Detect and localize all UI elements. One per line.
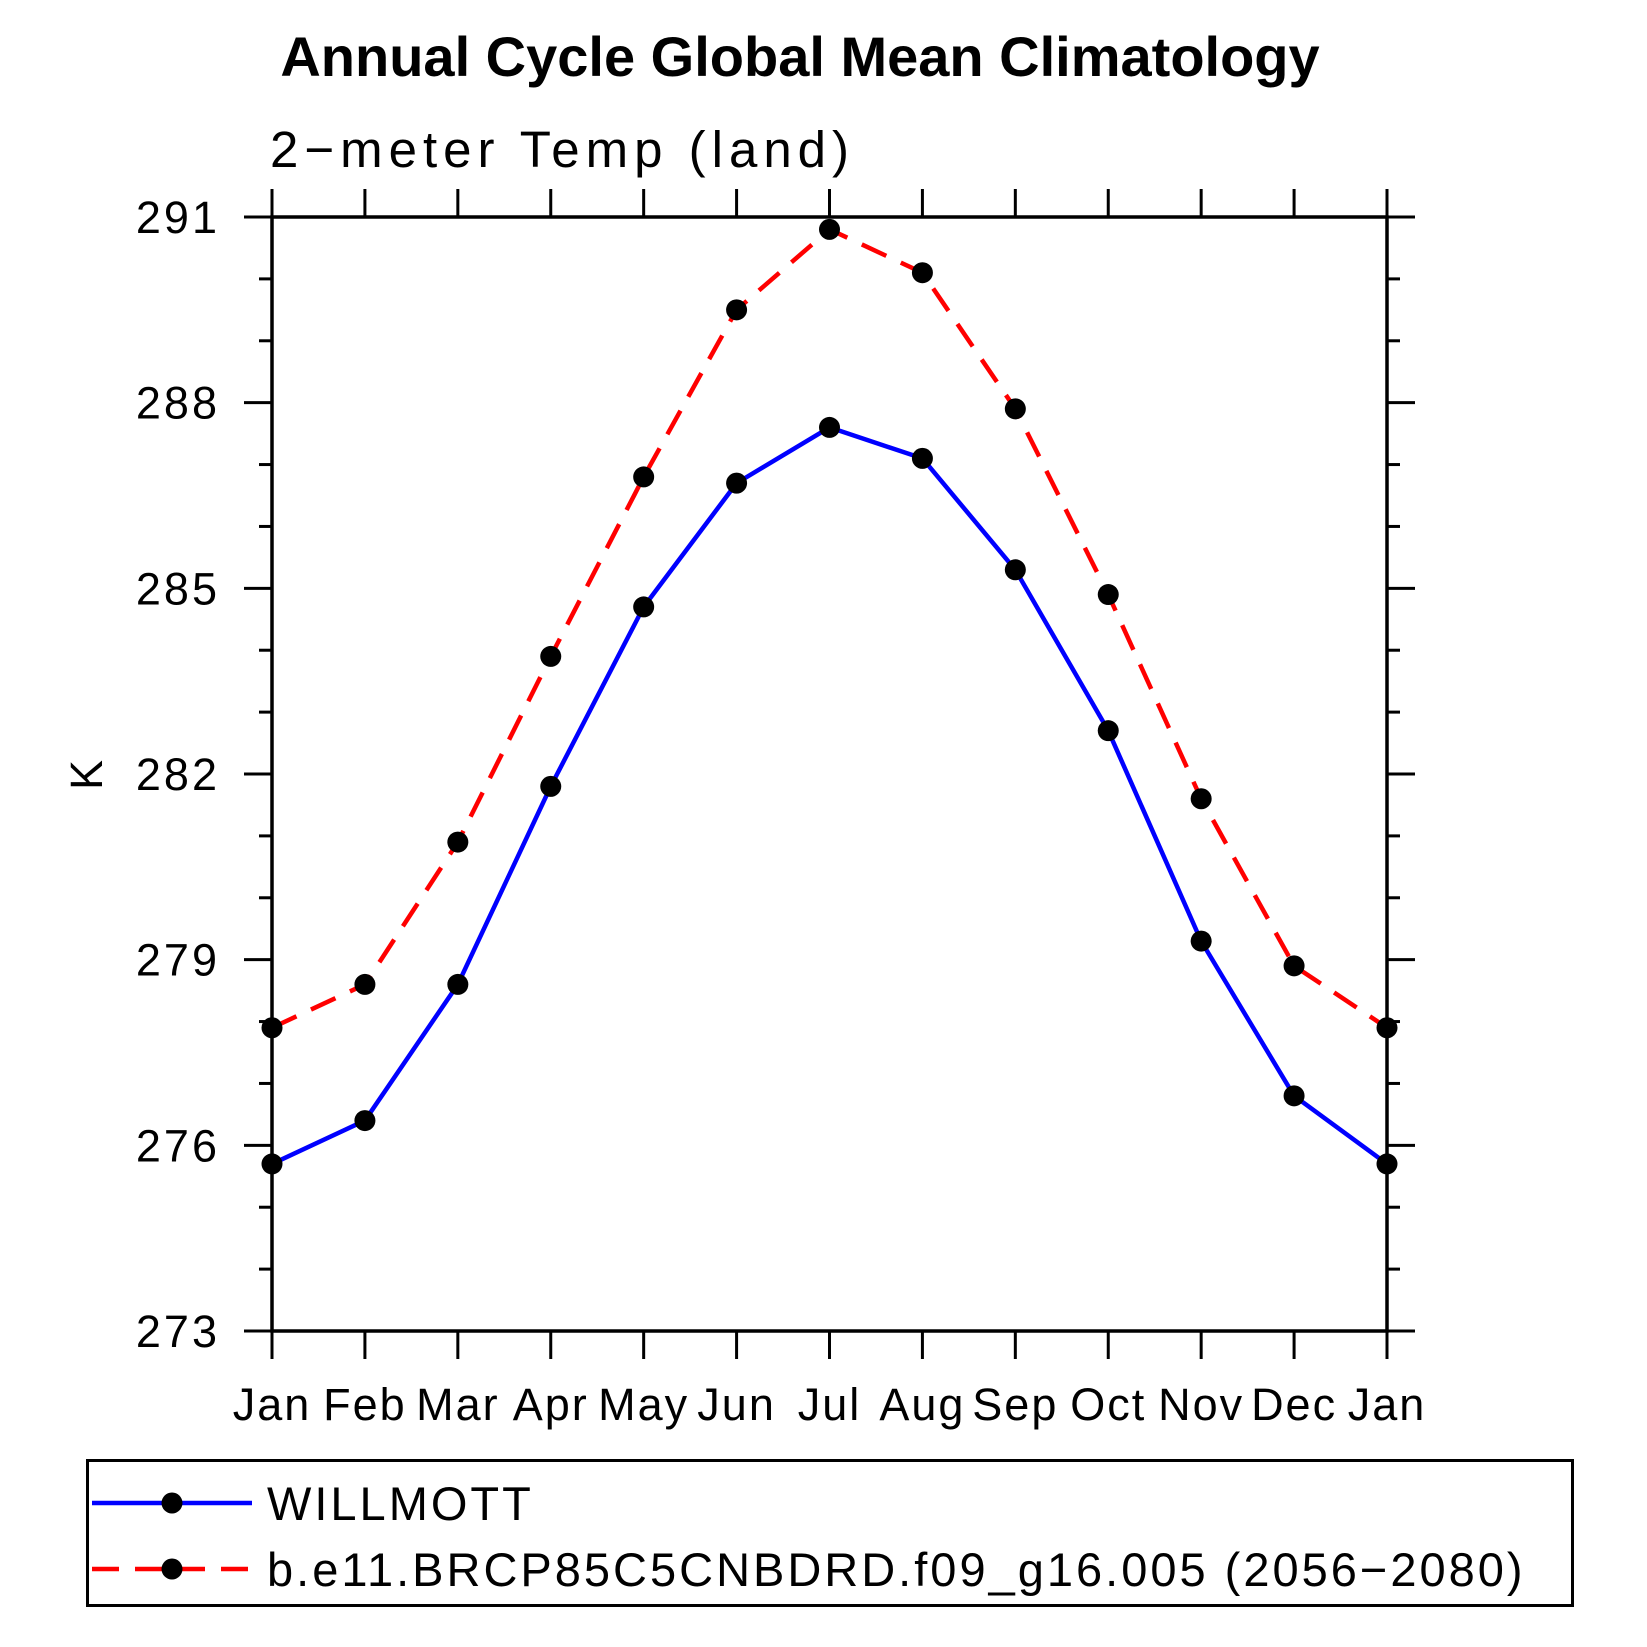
series-line-willmott	[271, 425, 1389, 1166]
x-tick-label: Sep	[972, 1379, 1058, 1430]
chart-subtitle: 2−meter Temp (land)	[270, 121, 856, 178]
legend-box: WILLMOTT b.e11.BRCP85C5CNBDRD.f09_g16.00…	[86, 1459, 1574, 1607]
legend-marker-sample	[161, 1558, 183, 1580]
data-point-marker	[633, 466, 655, 488]
y-tick-label: 273	[136, 1306, 220, 1357]
legend-item-willmott: WILLMOTT	[92, 1477, 534, 1530]
data-point-marker	[540, 775, 562, 797]
legend-label-willmott: WILLMOTT	[267, 1476, 534, 1530]
data-point-marker	[1376, 1153, 1398, 1175]
data-point-marker	[1283, 955, 1305, 977]
x-tick-label: Dec	[1251, 1379, 1337, 1430]
data-point-marker	[354, 1110, 376, 1132]
x-tick-label: Oct	[1070, 1379, 1146, 1430]
data-point-marker	[540, 645, 562, 667]
y-tick-label: 279	[136, 935, 220, 986]
y-tick-label: 288	[136, 378, 220, 429]
chart-title: Annual Cycle Global Mean Climatology	[280, 25, 1320, 88]
legend-item-model: b.e11.BRCP85C5CNBDRD.f09_g16.005 (2056−2…	[92, 1543, 1526, 1596]
y-tick-label: 276	[136, 1120, 220, 1171]
data-point-marker	[633, 596, 655, 618]
y-tick-label: 291	[136, 192, 220, 243]
legend-swatch-dashed-line	[92, 1558, 252, 1580]
data-point-marker	[1004, 398, 1026, 420]
data-point-marker	[911, 447, 933, 469]
data-point-marker	[447, 831, 469, 853]
legend-label-model: b.e11.BRCP85C5CNBDRD.f09_g16.005 (2056−2…	[267, 1542, 1526, 1596]
data-point-marker	[819, 218, 840, 240]
x-tick-label: Jun	[697, 1379, 776, 1430]
x-tick-label: Apr	[513, 1379, 589, 1430]
data-point-marker	[1190, 930, 1212, 952]
x-tick-label: May	[598, 1379, 689, 1430]
plot-box	[270, 215, 1389, 1333]
x-tick-label: Nov	[1158, 1379, 1244, 1430]
y-tick-label: 285	[136, 563, 220, 614]
data-point-marker	[911, 262, 933, 284]
x-tick-label: Aug	[879, 1379, 965, 1430]
data-point-marker	[1190, 788, 1212, 810]
legend-marker-sample	[161, 1492, 183, 1514]
x-tick-label: Feb	[323, 1379, 407, 1430]
data-point-marker	[354, 973, 376, 995]
data-point-marker	[1097, 720, 1119, 742]
y-tick-label: 282	[136, 749, 220, 800]
series-line-model	[271, 227, 1389, 1030]
data-point-marker	[261, 1017, 283, 1039]
data-point-marker	[447, 973, 469, 995]
data-point-marker	[726, 472, 748, 494]
data-point-marker	[726, 299, 748, 321]
data-point-marker	[1097, 584, 1119, 606]
data-point-marker	[1376, 1017, 1398, 1039]
data-point-marker	[261, 1153, 283, 1175]
x-tick-label: Mar	[416, 1379, 500, 1430]
legend-swatch-solid-line	[92, 1492, 252, 1514]
data-point-marker	[1004, 559, 1026, 581]
data-point-marker	[819, 416, 840, 438]
x-tick-label: Jan	[233, 1379, 312, 1430]
x-tick-label: Jan	[1348, 1379, 1427, 1430]
x-tick-label: Jul	[798, 1379, 862, 1430]
data-point-marker	[1283, 1085, 1305, 1107]
